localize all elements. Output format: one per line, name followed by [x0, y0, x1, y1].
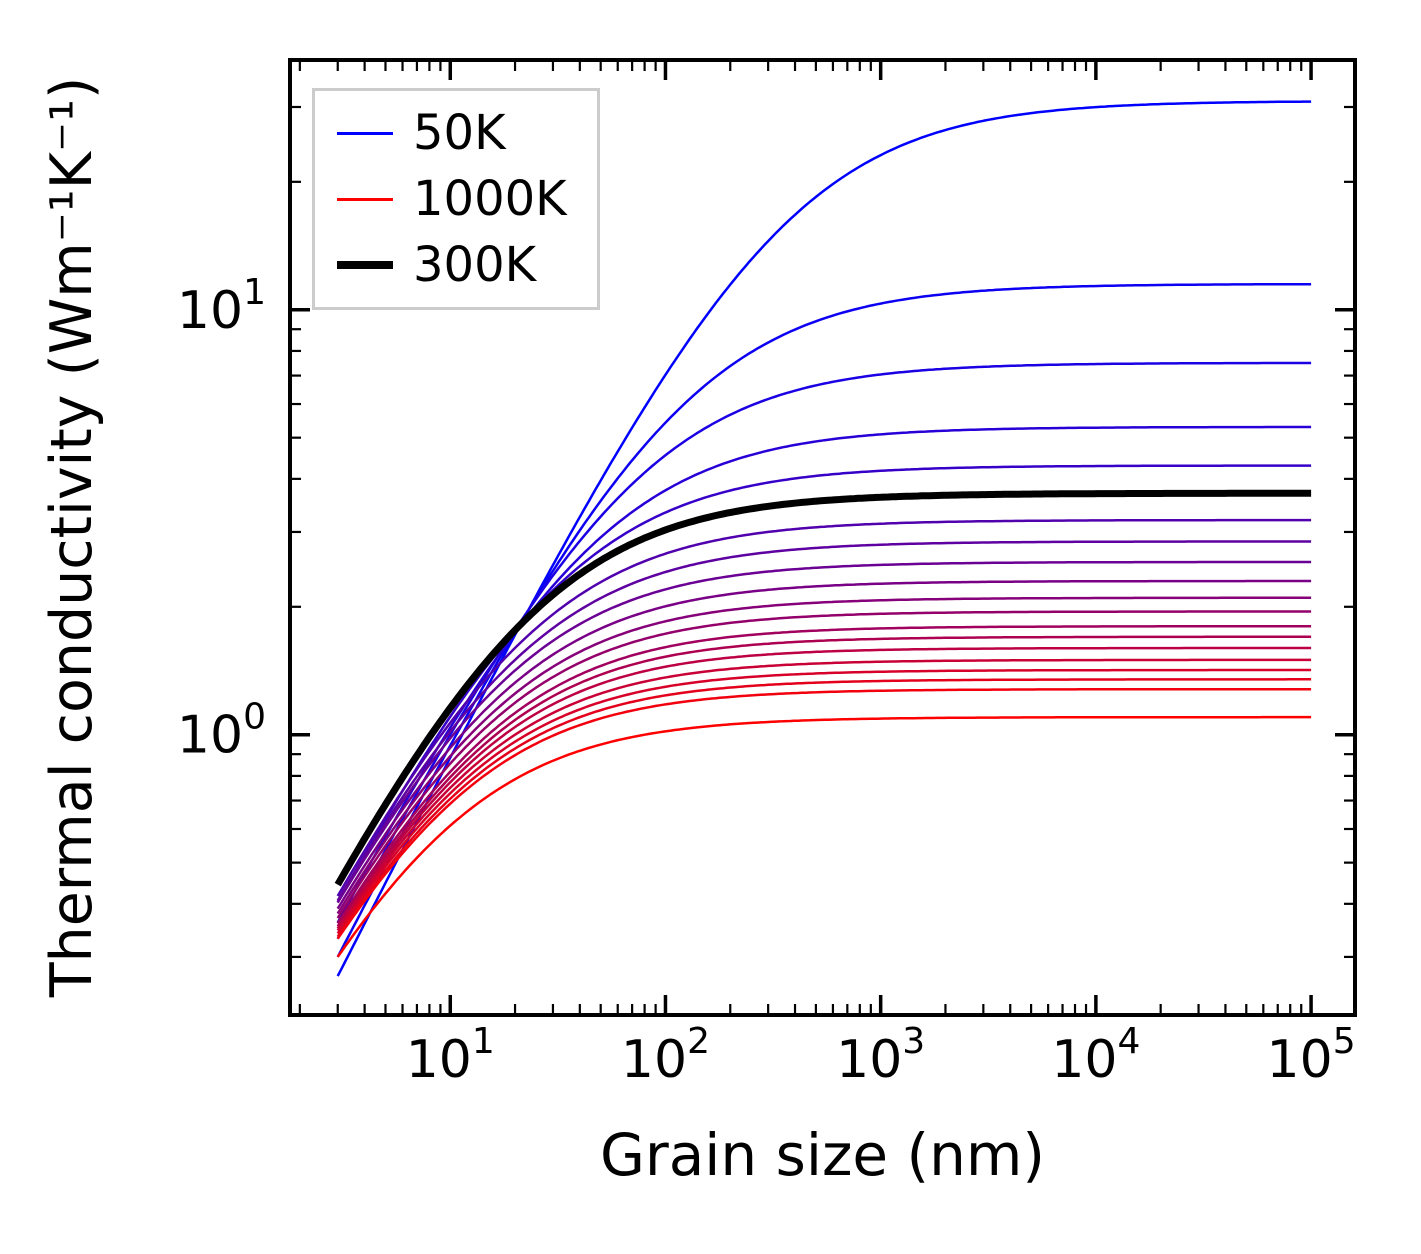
x-tick-label: 102 — [621, 1021, 710, 1090]
x-tick-label: 103 — [836, 1021, 925, 1090]
curve-100K — [336, 282, 1312, 958]
legend-line-sample — [337, 197, 393, 201]
curve-500K — [336, 579, 1312, 910]
legend-label: 300K — [413, 237, 537, 293]
x-tick-label: 101 — [406, 1021, 495, 1090]
y-axis-label: Thermal conductivity (Wm⁻¹K⁻¹) — [39, 76, 105, 998]
curve-650K — [336, 625, 1312, 924]
axes — [288, 58, 1357, 1017]
curve-700K — [336, 635, 1312, 927]
curve-450K — [336, 560, 1312, 904]
curve-900K — [336, 678, 1312, 938]
curve-800K — [336, 658, 1312, 932]
y-tick-label: 100 — [177, 697, 266, 766]
x-tick-label: 105 — [1267, 1021, 1356, 1090]
y-tick-label: 101 — [177, 272, 266, 341]
curve-950K — [336, 687, 1312, 940]
legend-entry: 50K — [337, 107, 567, 159]
x-tick-label: 104 — [1051, 1021, 1140, 1090]
curves — [334, 100, 1312, 977]
legend-label: 50K — [413, 105, 506, 161]
x-axis-label: Grain size (nm) — [599, 1121, 1046, 1189]
curve-550K — [336, 596, 1312, 915]
curve-600K — [336, 610, 1312, 919]
plot-border — [288, 58, 1357, 1017]
tick-labels: 101 102 103 104 105 100 101 — [177, 272, 1356, 1090]
legend-line-sample — [337, 261, 393, 269]
curve-1000K — [336, 715, 1312, 958]
legend-label: 1000K — [413, 171, 567, 227]
legend-entry: 300K — [337, 239, 567, 291]
curve-750K — [336, 646, 1312, 929]
curve-350K — [336, 518, 1312, 897]
curve-400K — [336, 540, 1312, 902]
curve-200K — [336, 425, 1312, 924]
legend-entry: 1000K — [337, 173, 567, 225]
legend: 50K 1000K 300K — [312, 88, 600, 310]
curve-850K — [336, 668, 1312, 935]
legend-line-sample — [337, 131, 393, 135]
curve-300K — [334, 489, 1312, 887]
